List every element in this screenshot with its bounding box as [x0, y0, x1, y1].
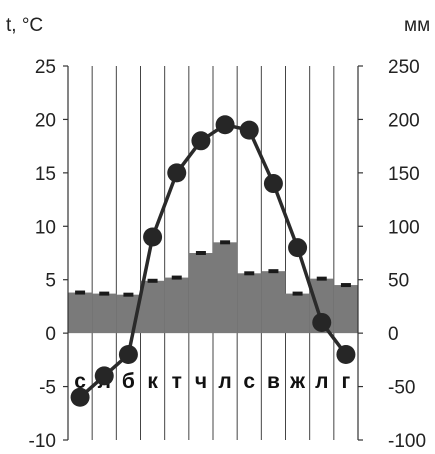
precip-bar-cap	[268, 269, 279, 274]
precip-bar	[92, 293, 117, 334]
precip-bar-cap	[316, 276, 327, 281]
left-axis-tick-label: -5	[39, 378, 56, 399]
precip-bar	[261, 271, 286, 334]
temperature-point	[263, 174, 283, 194]
month-label: б	[122, 370, 135, 393]
precip-bar-cap	[123, 292, 134, 297]
left-axis-tick-label: 5	[45, 271, 56, 292]
month-labels: слбктчлсвжлг	[74, 370, 350, 393]
temperature-point	[167, 163, 187, 183]
right-axis-tick-label: 250	[388, 57, 420, 78]
right-axis-tick-label: 150	[388, 164, 420, 185]
temperature-point	[336, 345, 356, 365]
left-axis-unit: t, °C	[6, 15, 43, 36]
left-axis-tick-label: 10	[35, 217, 56, 238]
temperature-point	[143, 227, 163, 247]
month-label: т	[172, 370, 182, 393]
precip-bar-cap	[244, 271, 255, 276]
precip-bar-cap	[171, 275, 182, 280]
month-label: ж	[289, 370, 306, 393]
right-axis-tick-label: 100	[388, 217, 420, 238]
temperature-point	[118, 345, 138, 365]
temperature-line	[70, 115, 356, 407]
precip-bar	[140, 280, 165, 334]
precip-bar	[164, 277, 189, 334]
precip-bar-cap	[147, 278, 158, 283]
month-label: в	[267, 370, 280, 393]
precipitation-bars	[68, 240, 358, 334]
precip-bar-cap	[75, 290, 86, 295]
temperature-point	[312, 312, 332, 332]
month-label: л	[315, 370, 328, 393]
precip-bar-cap	[220, 240, 231, 245]
temperature-point	[70, 387, 90, 407]
precip-bar	[188, 253, 213, 334]
month-label: к	[147, 370, 158, 393]
month-label: г	[342, 370, 351, 393]
month-label: л	[218, 370, 231, 393]
right-axis-tick-label: 200	[388, 110, 420, 131]
temperature-point	[239, 120, 259, 140]
precip-bar	[237, 273, 262, 334]
right-axis-tick-label: -50	[388, 378, 415, 399]
temperature-point	[191, 131, 211, 151]
precip-bar-cap	[195, 251, 206, 255]
left-axis-tick-label: 0	[45, 324, 56, 345]
month-label: ч	[195, 370, 207, 393]
left-axis-tick-label: -10	[29, 431, 56, 452]
month-label: с	[243, 370, 255, 393]
right-axis-tick-label: 50	[388, 271, 409, 292]
temperature-point	[94, 366, 114, 386]
precip-bar-cap	[340, 283, 351, 288]
precip-bar-cap	[99, 291, 110, 296]
precip-bar	[285, 293, 310, 334]
right-axis-tick-label: 0	[388, 324, 399, 345]
left-axis-tick-label: 15	[35, 164, 56, 185]
month-label: с	[74, 370, 86, 393]
left-axis-tick-label: 25	[35, 57, 56, 78]
precip-bar	[333, 285, 358, 334]
temperature-point	[215, 115, 235, 135]
temperature-point	[288, 238, 308, 258]
left-axis-tick-label: 20	[35, 110, 56, 131]
right-axis-tick-label: -100	[388, 431, 426, 452]
right-axis-unit: мм	[404, 15, 430, 36]
precip-bar	[213, 242, 238, 334]
precip-bar-cap	[292, 291, 303, 296]
precip-bar	[68, 292, 93, 334]
axes: 25 250 20 200 15 150 10 100 5 50 0 0 -5 -50 -10 -100	[29, 57, 427, 452]
